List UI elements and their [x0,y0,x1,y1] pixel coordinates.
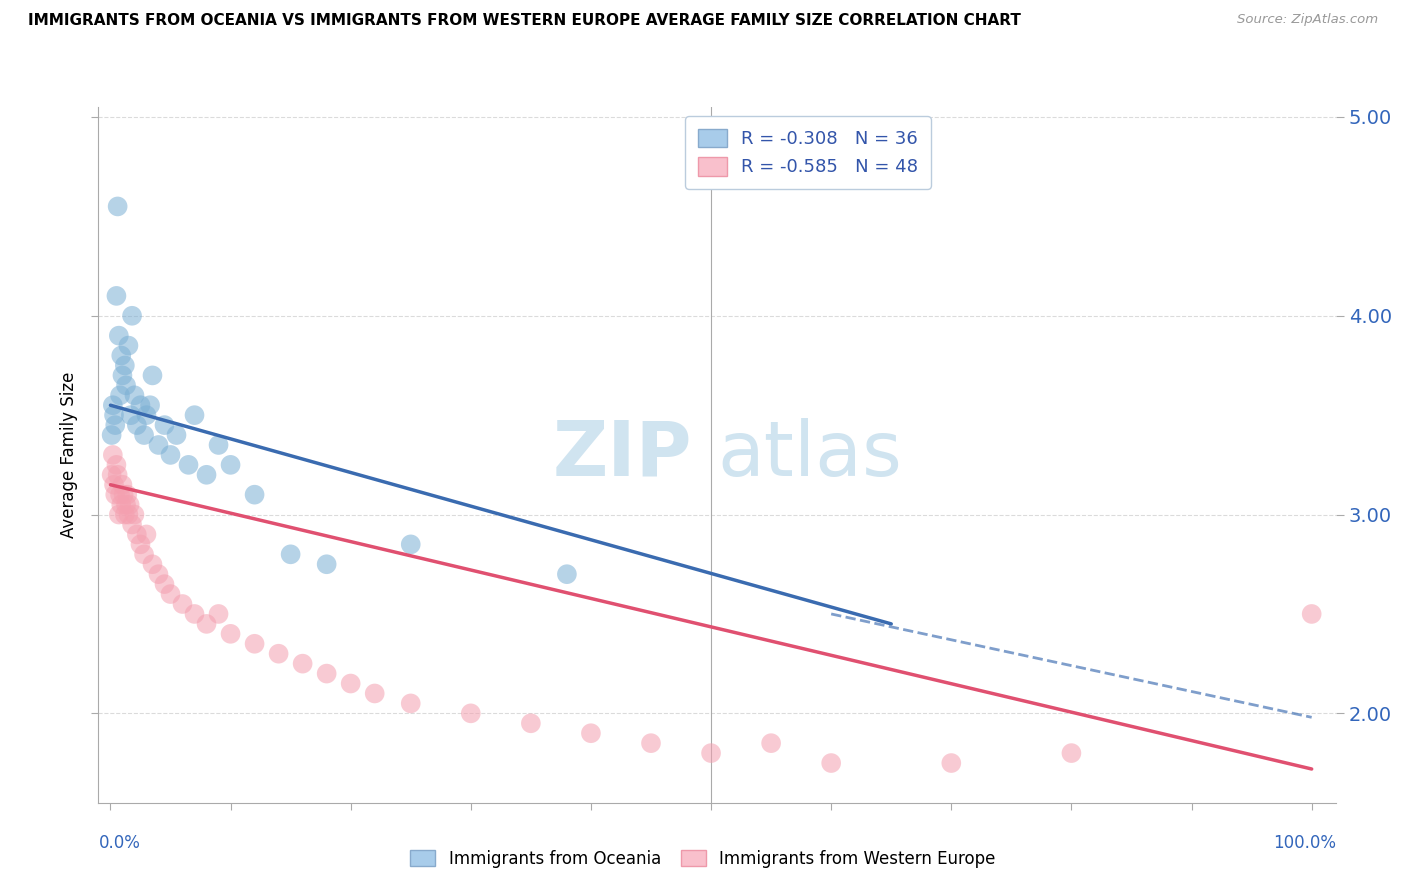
Point [460,706,482,721]
Point [129,537,152,551]
Text: ZIP: ZIP [553,418,692,491]
Point [315,666,337,681]
Point [108,388,131,402]
Point [103,408,125,422]
Point [183,408,205,422]
Point [159,448,181,462]
Point [243,488,266,502]
Point [141,368,163,383]
Text: 100.0%: 100.0% [1272,834,1336,852]
Point [124,388,146,402]
Point [364,686,387,700]
Point [153,577,176,591]
Point [172,597,194,611]
Point [759,736,782,750]
Point [107,199,129,213]
Point [153,418,176,433]
Legend: Immigrants from Oceania, Immigrants from Western Europe: Immigrants from Oceania, Immigrants from… [404,844,1002,875]
Point [117,338,139,352]
Point [159,587,181,601]
Legend: R = -0.308   N = 36, R = -0.585   N = 48: R = -0.308 N = 36, R = -0.585 N = 48 [685,116,931,189]
Point [219,458,242,472]
Point [166,428,188,442]
Point [941,756,963,770]
Point [108,488,131,502]
Point [1301,607,1323,621]
Point [219,627,242,641]
Point [399,697,422,711]
Point [399,537,422,551]
Point [132,428,155,442]
Point [100,467,122,482]
Point [339,676,361,690]
Point [117,488,139,502]
Point [108,328,131,343]
Point [177,458,200,472]
Point [135,408,157,422]
Text: IMMIGRANTS FROM OCEANIA VS IMMIGRANTS FROM WESTERN EUROPE AVERAGE FAMILY SIZE CO: IMMIGRANTS FROM OCEANIA VS IMMIGRANTS FR… [28,13,1021,29]
Point [195,616,218,631]
Point [520,716,543,731]
Point [1060,746,1083,760]
Text: Source: ZipAtlas.com: Source: ZipAtlas.com [1237,13,1378,27]
Point [103,477,125,491]
Point [124,508,146,522]
Point [121,309,143,323]
Point [110,349,132,363]
Point [280,547,302,561]
Point [108,508,131,522]
Point [207,607,229,621]
Point [183,607,205,621]
Point [120,408,142,422]
Point [207,438,229,452]
Point [315,558,337,572]
Point [121,517,143,532]
Point [267,647,290,661]
Point [141,558,163,572]
Point [115,378,138,392]
Point [148,567,170,582]
Point [114,508,136,522]
Point [148,438,170,452]
Point [125,527,148,541]
Text: atlas: atlas [717,418,901,491]
Point [105,458,128,472]
Point [125,418,148,433]
Point [100,428,122,442]
Point [700,746,723,760]
Point [132,547,155,561]
Point [112,488,135,502]
Point [101,398,124,412]
Point [105,289,128,303]
Point [579,726,602,740]
Point [195,467,218,482]
Point [115,498,138,512]
Point [101,448,124,462]
Point [291,657,314,671]
Point [640,736,662,750]
Point [118,498,141,512]
Point [114,359,136,373]
Text: 0.0%: 0.0% [98,834,141,852]
Point [107,467,129,482]
Point [111,477,134,491]
Point [139,398,162,412]
Point [104,418,127,433]
Point [129,398,152,412]
Point [111,368,134,383]
Point [820,756,842,770]
Point [117,508,139,522]
Point [110,498,132,512]
Point [104,488,127,502]
Point [135,527,157,541]
Y-axis label: Average Family Size: Average Family Size [60,372,79,538]
Point [243,637,266,651]
Point [555,567,578,582]
